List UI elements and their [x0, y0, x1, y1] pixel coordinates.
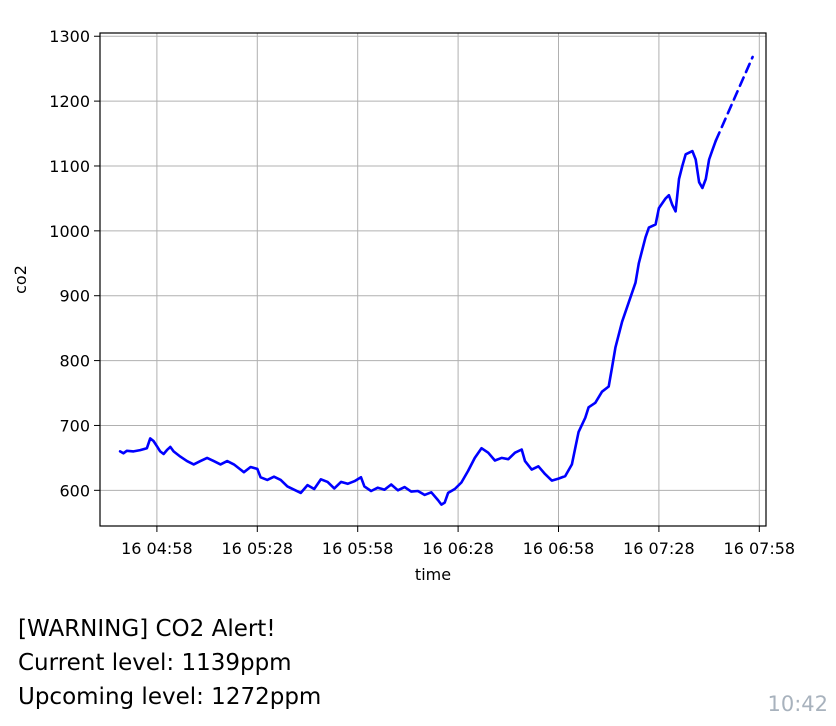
x-tick-label: 16 07:28	[623, 539, 695, 558]
x-tick-label: 16 04:58	[121, 539, 193, 558]
upcoming-level-text: Upcoming level: 1272ppm	[18, 684, 322, 710]
x-tick-label: 16 05:28	[222, 539, 294, 558]
y-tick-label: 1200	[49, 92, 90, 111]
plot-frame	[99, 32, 767, 527]
y-tick-label: 700	[59, 416, 90, 435]
x-tick-label: 16 07:58	[724, 539, 796, 558]
alert-message: [WARNING] CO2 Alert! Current level: 1139…	[18, 612, 321, 714]
x-axis-label: time	[415, 565, 451, 584]
x-tick-label: 16 05:58	[322, 539, 394, 558]
y-tick-label: 600	[59, 481, 90, 500]
co2-chart: 600 700 800 900 1000 1100 1200 1300 16 04:58 16 0…	[11, 27, 796, 584]
y-tick-label: 900	[59, 287, 90, 306]
y-tick-label: 1100	[49, 157, 90, 176]
y-tick-label: 800	[59, 352, 90, 371]
co2-series-line	[118, 139, 718, 506]
x-tick-label: 16 06:58	[523, 539, 595, 558]
y-axis-label: co2	[11, 265, 30, 294]
alert-title: [WARNING] CO2 Alert!	[18, 616, 276, 642]
y-tick-label: 1300	[49, 27, 90, 46]
x-tick-label: 16 06:28	[422, 539, 494, 558]
y-tick-label: 1000	[49, 222, 90, 241]
forecast-line	[714, 55, 754, 142]
current-level-text: Current level: 1139ppm	[18, 650, 292, 676]
message-timestamp: 10:42	[767, 692, 828, 716]
